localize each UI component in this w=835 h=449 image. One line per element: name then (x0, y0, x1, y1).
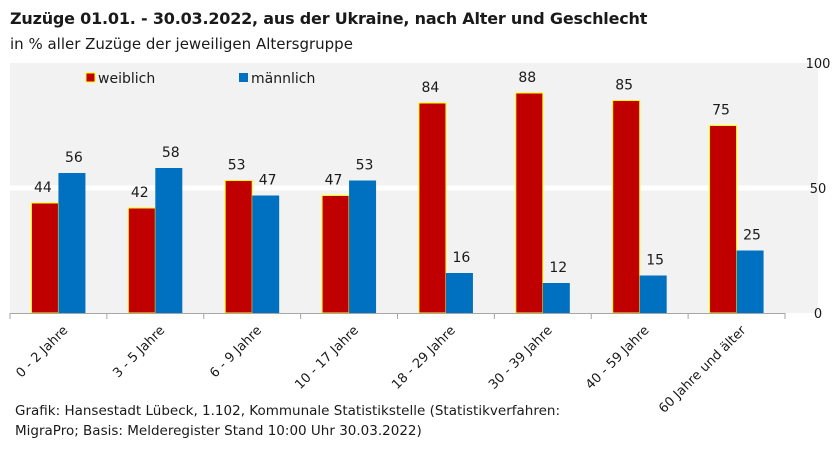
legend-label-weiblich: weiblich (98, 71, 155, 87)
data-label: 25 (743, 228, 761, 244)
source-line-2: MigraPro; Basis: Melderegister Stand 10:… (15, 423, 422, 439)
data-label: 53 (228, 158, 246, 174)
x-tick-label: 30 - 39 Jahre (486, 323, 555, 392)
x-tick-label: 18 - 29 Jahre (389, 323, 458, 392)
bar-maennlich (349, 180, 377, 313)
data-label: 16 (453, 250, 471, 266)
data-label: 53 (356, 158, 374, 174)
data-label: 44 (34, 180, 52, 196)
data-label: 47 (325, 173, 343, 189)
x-tick-label: 60 Jahre und älter (656, 323, 750, 417)
bar-weiblich (224, 180, 253, 314)
bar-maennlich (445, 273, 473, 313)
legend-swatch-maennlich (239, 73, 248, 82)
x-tick-label: 10 - 17 Jahre (292, 323, 361, 392)
bar-maennlich (252, 195, 280, 313)
data-label: 56 (65, 150, 83, 166)
bar-weiblich (321, 195, 350, 314)
legend-swatch-weiblich (85, 72, 96, 83)
bar-weiblich (515, 92, 544, 314)
x-tick-label: 6 - 9 Jahre (207, 323, 265, 381)
legend-label-maennlich: männlich (251, 71, 315, 87)
y-tick-label: 0 (814, 307, 822, 322)
y-tick-label: 100 (806, 57, 831, 72)
bar-weiblich (127, 207, 156, 314)
bar-maennlich (542, 283, 570, 313)
data-label: 58 (162, 145, 180, 161)
source-note: Grafik: Hansestadt Lübeck, 1.102, Kommun… (15, 401, 615, 441)
data-label: 47 (259, 173, 277, 189)
bar-maennlich (736, 250, 764, 313)
bar-weiblich (709, 125, 738, 314)
legend: weiblich männlich (85, 71, 315, 87)
data-label: 85 (615, 78, 633, 94)
source-line-1: Grafik: Hansestadt Lübeck, 1.102, Kommun… (15, 403, 560, 419)
data-label: 75 (712, 103, 730, 119)
data-label: 42 (131, 185, 149, 201)
bar-weiblich (612, 100, 641, 314)
bar-maennlich (58, 173, 86, 313)
bar-weiblich (30, 202, 59, 314)
bar-weiblich (418, 102, 447, 314)
bar-maennlich (639, 275, 667, 313)
chart-subtitle: in % aller Zuzüge der jeweiligen Altersg… (10, 35, 353, 53)
data-label: 12 (549, 260, 567, 276)
x-tick-label: 0 - 2 Jahre (13, 323, 71, 381)
data-label: 84 (422, 80, 440, 96)
x-tick-label: 40 - 59 Jahre (583, 323, 652, 392)
y-tick-label: 50 (810, 182, 827, 197)
x-tick-label: 3 - 5 Jahre (110, 323, 168, 381)
chart-title: Zuzüge 01.01. - 30.03.2022, aus der Ukra… (10, 9, 648, 28)
bar-maennlich (155, 168, 183, 313)
data-label: 15 (646, 253, 664, 269)
data-label: 88 (518, 70, 536, 86)
